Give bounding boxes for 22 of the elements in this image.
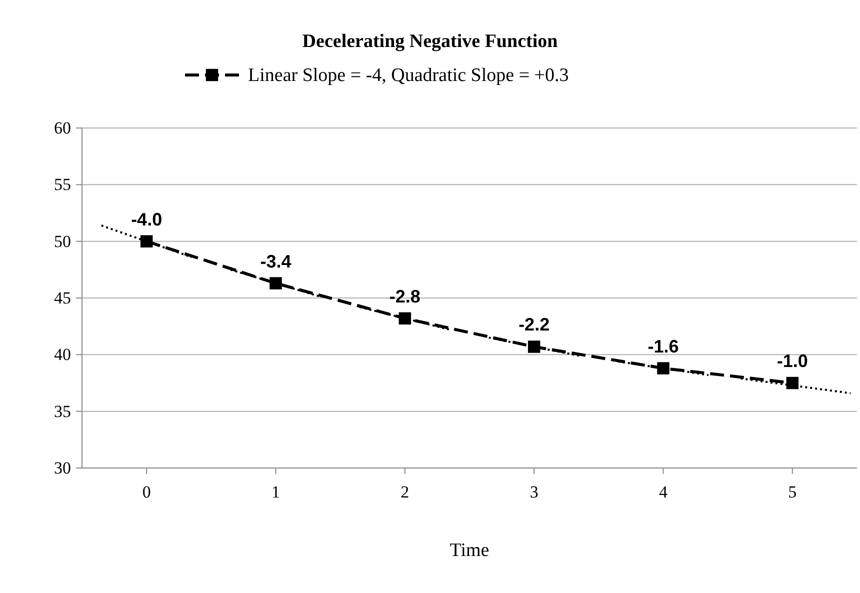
y-tick-label: 35 (54, 402, 71, 421)
x-tick-label: 4 (659, 482, 668, 502)
annotation: -1.0 (776, 351, 808, 371)
y-tick-label: 55 (54, 175, 71, 194)
annotation: -3.4 (260, 251, 292, 272)
y-tick-label: 60 (54, 118, 71, 138)
x-tick-label: 0 (142, 482, 151, 502)
annotation: -4.0 (131, 209, 162, 230)
legend-label: Linear Slope = -4, Quadratic Slope = +0.3 (248, 65, 569, 86)
x-tick-label: 3 (530, 482, 538, 502)
annotation: -1.6 (648, 336, 679, 356)
annotation: -2.8 (389, 286, 420, 306)
y-tick-label: 50 (54, 232, 71, 251)
x-axis-title: Time (450, 540, 490, 561)
annotation: -2.2 (518, 314, 550, 335)
x-tick-label: 5 (788, 482, 797, 502)
x-tick-label: 1 (272, 482, 280, 502)
y-tick-label: 45 (54, 288, 71, 308)
chart-title: Decelerating Negative Function (302, 31, 558, 52)
y-tick-label: 30 (54, 458, 71, 478)
y-tick-label: 40 (54, 345, 71, 364)
x-tick-label: 2 (400, 482, 410, 502)
